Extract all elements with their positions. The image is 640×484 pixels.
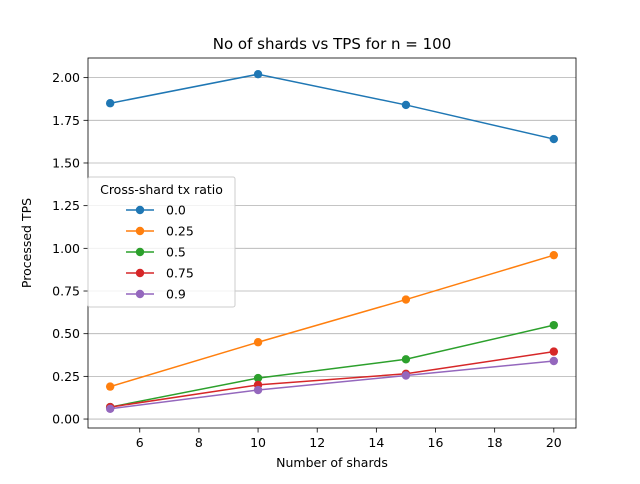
legend-entries: 0.0 0.25 0.5 0.75 0.9 xyxy=(126,203,194,302)
y-axis-label: Processed TPS xyxy=(19,198,34,288)
data-point-0.25-5 xyxy=(105,382,115,391)
legend-label-0.25: 0.25 xyxy=(166,224,194,239)
legend-label-0.75: 0.75 xyxy=(166,266,194,281)
legend-swatch-marker-0.5 xyxy=(135,247,145,257)
legend-entry-0.9: 0.9 xyxy=(126,287,186,302)
y-tick-label-3: 0.75 xyxy=(52,284,80,299)
data-point-0.5-20 xyxy=(549,320,559,330)
x-tick-label-4: 14 xyxy=(368,435,384,450)
y-tick-label-7: 1.75 xyxy=(52,113,80,128)
axis-ticks: 6 8 10 12 14 16 18 20 0.00 0.25 0.50 0.75 1.00 1.25 1.… xyxy=(52,70,562,450)
data-point-0.9-10 xyxy=(253,385,263,395)
legend-swatch-marker-0.25 xyxy=(135,226,145,236)
data-point-0.5-10 xyxy=(253,373,263,383)
x-tick-label-2: 10 xyxy=(250,435,266,450)
x-tick-label-6: 18 xyxy=(487,435,503,450)
series-0.0 xyxy=(105,70,559,144)
legend-label-0.9: 0.9 xyxy=(166,287,186,302)
series-line-0.0 xyxy=(110,73,554,140)
legend-entry-0.25: 0.25 xyxy=(126,224,194,239)
series-0.25 xyxy=(105,250,559,391)
data-point-0.0-15 xyxy=(401,100,411,110)
legend-entry-0.75: 0.75 xyxy=(126,266,194,281)
legend-swatch-marker-0.0 xyxy=(135,205,145,215)
series-line-0.25 xyxy=(109,254,555,388)
y-tick-label-6: 1.50 xyxy=(52,155,80,170)
legend-swatch-marker-0.75 xyxy=(135,268,145,278)
data-point-0.0-10 xyxy=(253,70,263,79)
y-tick-label-8: 2.00 xyxy=(52,70,80,85)
series-line-0.75 xyxy=(110,350,554,408)
data-point-0.25-10 xyxy=(253,338,263,347)
series-lines xyxy=(105,70,559,413)
legend: Cross-shard tx ratio 0.0 0.25 0.5 0.75 0.9 xyxy=(87,176,236,308)
legend-box xyxy=(87,176,236,308)
data-point-0.75-20 xyxy=(549,347,559,356)
data-point-0.25-15 xyxy=(401,295,411,304)
y-tick-label-0: 0.00 xyxy=(52,412,80,427)
data-point-0.0-5 xyxy=(105,99,115,108)
series-0.9 xyxy=(105,356,559,413)
x-tick-label-3: 12 xyxy=(309,435,325,450)
data-point-0.9-5 xyxy=(105,404,115,413)
x-tick-label-1: 8 xyxy=(195,435,203,450)
x-axis-label: Number of shards xyxy=(276,455,388,470)
series-line-0.9 xyxy=(110,360,554,410)
chart-title: No of shards vs TPS for n = 100 xyxy=(213,35,452,53)
series-line-0.5 xyxy=(110,324,554,408)
legend-entry-0.5: 0.5 xyxy=(126,245,186,260)
y-tick-label-4: 1.00 xyxy=(52,241,80,256)
legend-swatch-marker-0.9 xyxy=(135,289,145,299)
legend-label-0.0: 0.0 xyxy=(166,203,186,218)
data-point-0.9-15 xyxy=(401,371,411,380)
x-tick-label-5: 16 xyxy=(428,435,444,450)
legend-entry-0.0: 0.0 xyxy=(126,203,186,218)
y-tick-label-2: 0.50 xyxy=(52,326,80,341)
x-tick-label-0: 6 xyxy=(136,435,144,450)
y-tick-label-1: 0.25 xyxy=(52,369,80,384)
data-point-0.5-15 xyxy=(401,355,411,364)
legend-title: Cross-shard tx ratio xyxy=(100,182,223,197)
data-point-0.9-20 xyxy=(549,356,559,366)
data-point-0.25-20 xyxy=(549,250,559,260)
legend-label-0.5: 0.5 xyxy=(166,245,186,260)
data-point-0.0-20 xyxy=(549,134,559,144)
y-tick-label-5: 1.25 xyxy=(52,198,80,213)
x-tick-label-7: 20 xyxy=(546,435,562,450)
